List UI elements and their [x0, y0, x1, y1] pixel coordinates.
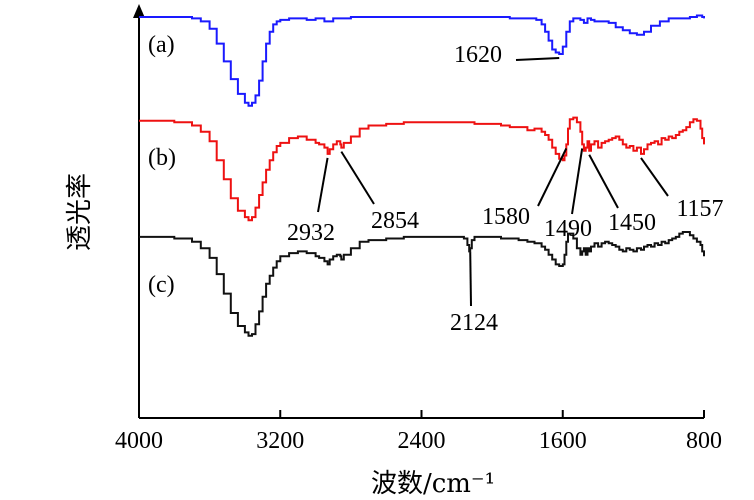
series-labels: (a) (b) (c): [148, 32, 176, 298]
y-axis-arrow: [133, 4, 145, 18]
x-tick-label: 2400: [398, 428, 446, 454]
annotation-leader: [317, 157, 329, 213]
x-tick-label: 800: [686, 428, 722, 454]
annotation-label: 2124: [450, 310, 498, 336]
series-line: [139, 231, 705, 337]
annotation-leader: [588, 154, 619, 209]
annotation-label: 1620: [454, 42, 502, 68]
x-axis-title: 波数/cm⁻¹: [371, 469, 495, 499]
x-tick-label: 3200: [256, 428, 304, 454]
annotation-leader: [571, 148, 584, 215]
annotation-label: 2854: [371, 208, 419, 234]
series-label: (a): [148, 32, 175, 58]
series-line: [139, 14, 705, 107]
y-axis-title: 透光率: [65, 173, 95, 251]
series-label: (c): [148, 272, 175, 298]
annotation-label: 1450: [608, 210, 656, 236]
x-ticks: 4000 3200 2400 1600 800: [115, 410, 722, 454]
series-label: (b): [148, 145, 176, 171]
annotation-layer: 1620 2932 2854 1580 1490 1450 1157 2124: [287, 42, 724, 336]
x-tick-label: 1600: [539, 428, 587, 454]
annotation-leader: [515, 56, 560, 61]
annotation-label: 1490: [544, 216, 592, 242]
x-tick-label: 4000: [115, 428, 163, 454]
annotation-label: 1580: [482, 204, 530, 230]
series-layer: [139, 14, 705, 337]
annotation-label: 1157: [676, 196, 723, 222]
annotation-leader: [640, 157, 669, 197]
annotation-leader: [537, 147, 568, 207]
annotation-leader: [469, 252, 472, 307]
annotation-leader: [340, 151, 375, 205]
annotation-label: 2932: [287, 220, 335, 246]
series-line: [139, 116, 705, 222]
